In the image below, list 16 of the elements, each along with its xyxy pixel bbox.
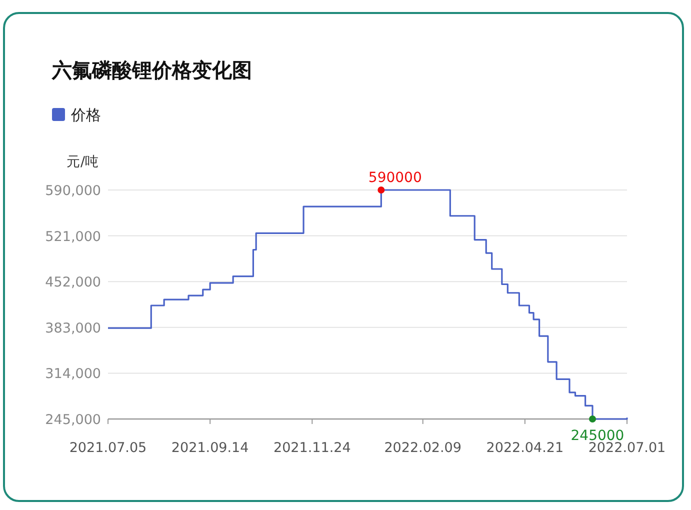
x-tick-label: 2022.07.01 bbox=[588, 440, 666, 456]
legend-label: 价格 bbox=[70, 106, 101, 124]
x-tick-label: 2021.09.14 bbox=[171, 440, 249, 456]
y-tick-label: 383,000 bbox=[45, 320, 101, 336]
x-tick-label: 2022.04.21 bbox=[486, 440, 564, 456]
annotation: 590000 bbox=[368, 170, 422, 186]
y-axis-title: 元/吨 bbox=[66, 154, 99, 170]
y-tick-label: 245,000 bbox=[45, 412, 101, 428]
x-tick-label: 2022.02.09 bbox=[384, 440, 462, 456]
y-tick-label: 590,000 bbox=[45, 183, 101, 199]
y-tick-label: 314,000 bbox=[45, 366, 101, 382]
chart-title: 六氟磷酸锂价格变化图 bbox=[51, 58, 252, 82]
x-tick-label: 2021.07.05 bbox=[69, 440, 147, 456]
y-tick-label: 452,000 bbox=[45, 274, 101, 291]
x-tick-label: 2021.11.24 bbox=[274, 440, 351, 456]
y-tick-label: 521,000 bbox=[45, 228, 101, 245]
